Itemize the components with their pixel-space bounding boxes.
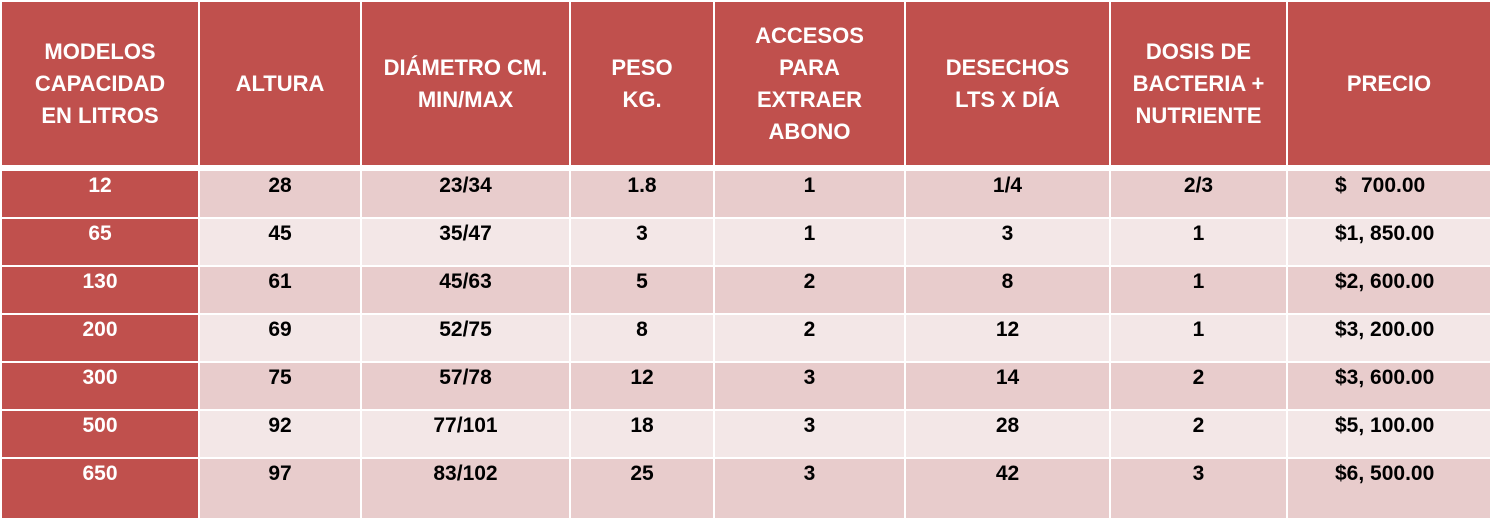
header-line: DESECHOS bbox=[945, 54, 1070, 80]
accesos-cell: 1 bbox=[713, 165, 906, 219]
model-cell: 12 bbox=[0, 165, 200, 219]
header-line: MODELOS bbox=[44, 38, 156, 64]
table-row: 650 97 83/102 25 3 42 3 $6, 500.00 bbox=[0, 457, 1492, 520]
dosis-cell: 2 bbox=[1109, 409, 1288, 459]
header-dosis: DOSIS DE BACTERIA + NUTRIENTE bbox=[1109, 0, 1288, 169]
model-cell: 650 bbox=[0, 457, 200, 520]
diametro-cell: 52/75 bbox=[360, 313, 571, 363]
accesos-cell: 3 bbox=[713, 457, 906, 520]
dosis-cell: 1 bbox=[1109, 265, 1288, 315]
peso-cell: 1.8 bbox=[569, 165, 715, 219]
accesos-cell: 3 bbox=[713, 409, 906, 459]
desechos-cell: 1/4 bbox=[904, 165, 1111, 219]
header-line: PRECIO bbox=[1346, 70, 1432, 96]
peso-cell: 18 bbox=[569, 409, 715, 459]
diametro-cell: 77/101 bbox=[360, 409, 571, 459]
table-row: 200 69 52/75 8 2 12 1 $3, 200.00 bbox=[0, 313, 1492, 363]
header-line: BACTERIA + bbox=[1132, 70, 1265, 96]
desechos-cell: 14 bbox=[904, 361, 1111, 411]
header-line: KG. bbox=[622, 86, 662, 112]
diametro-cell: 35/47 bbox=[360, 217, 571, 267]
header-desechos: DESECHOS LTS X DÍA bbox=[904, 0, 1111, 169]
header-line: CAPACIDAD bbox=[34, 70, 166, 96]
precio-cell: $3, 200.00 bbox=[1286, 313, 1492, 363]
dosis-cell: 2/3 bbox=[1109, 165, 1288, 219]
altura-cell: 75 bbox=[198, 361, 362, 411]
table-row: 65 45 35/47 3 1 3 1 $1, 850.00 bbox=[0, 217, 1492, 267]
header-line: MIN/MAX bbox=[417, 86, 514, 112]
diametro-cell: 45/63 bbox=[360, 265, 571, 315]
peso-cell: 8 bbox=[569, 313, 715, 363]
altura-cell: 97 bbox=[198, 457, 362, 520]
diametro-cell: 23/34 bbox=[360, 165, 571, 219]
dosis-cell: 3 bbox=[1109, 457, 1288, 520]
desechos-cell: 3 bbox=[904, 217, 1111, 267]
altura-cell: 45 bbox=[198, 217, 362, 267]
header-diametro: DIÁMETRO CM. MIN/MAX bbox=[360, 0, 571, 169]
header-line: DOSIS DE bbox=[1145, 38, 1252, 64]
header-row: MODELOS CAPACIDAD EN LITROS ALTURA DIÁME… bbox=[0, 0, 1492, 169]
header-line: ACCESOS bbox=[755, 22, 864, 48]
price-amount: 700.00 bbox=[1361, 174, 1426, 197]
table-row: 12 28 23/34 1.8 1 1/4 2/3 $700.00 bbox=[0, 165, 1492, 219]
peso-cell: 3 bbox=[569, 217, 715, 267]
header-accesos: ACCESOS PARA EXTRAER ABONO bbox=[713, 0, 906, 169]
desechos-cell: 12 bbox=[904, 313, 1111, 363]
accesos-cell: 2 bbox=[713, 313, 906, 363]
accesos-cell: 1 bbox=[713, 217, 906, 267]
price-symbol: $ bbox=[1335, 174, 1347, 197]
accesos-cell: 2 bbox=[713, 265, 906, 315]
peso-cell: 5 bbox=[569, 265, 715, 315]
diametro-cell: 57/78 bbox=[360, 361, 571, 411]
peso-cell: 12 bbox=[569, 361, 715, 411]
altura-cell: 92 bbox=[198, 409, 362, 459]
desechos-cell: 42 bbox=[904, 457, 1111, 520]
dosis-cell: 1 bbox=[1109, 313, 1288, 363]
precio-cell: $6, 500.00 bbox=[1286, 457, 1492, 520]
header-peso: PESO KG. bbox=[569, 0, 715, 169]
table-row: 130 61 45/63 5 2 8 1 $2, 600.00 bbox=[0, 265, 1492, 315]
dosis-cell: 1 bbox=[1109, 217, 1288, 267]
precio-cell: $5, 100.00 bbox=[1286, 409, 1492, 459]
dosis-cell: 2 bbox=[1109, 361, 1288, 411]
header-line: PARA bbox=[779, 54, 840, 80]
header-line: EXTRAER bbox=[756, 86, 863, 112]
accesos-cell: 3 bbox=[713, 361, 906, 411]
altura-cell: 69 bbox=[198, 313, 362, 363]
table-row: 300 75 57/78 12 3 14 2 $3, 600.00 bbox=[0, 361, 1492, 411]
model-cell: 130 bbox=[0, 265, 200, 315]
table-row: 500 92 77/101 18 3 28 2 $5, 100.00 bbox=[0, 409, 1492, 459]
precio-cell: $1, 850.00 bbox=[1286, 217, 1492, 267]
header-line: PESO bbox=[611, 54, 673, 80]
header-precio: PRECIO bbox=[1286, 0, 1492, 169]
header-line: NUTRIENTE bbox=[1135, 102, 1262, 128]
header-modelos: MODELOS CAPACIDAD EN LITROS bbox=[0, 0, 200, 169]
header-line: LTS X DÍA bbox=[955, 86, 1060, 112]
precio-cell: $2, 600.00 bbox=[1286, 265, 1492, 315]
header-altura: ALTURA bbox=[198, 0, 362, 169]
header-line: ALTURA bbox=[235, 70, 325, 96]
model-cell: 500 bbox=[0, 409, 200, 459]
precio-cell: $700.00 bbox=[1286, 165, 1492, 219]
altura-cell: 61 bbox=[198, 265, 362, 315]
model-cell: 200 bbox=[0, 313, 200, 363]
peso-cell: 25 bbox=[569, 457, 715, 520]
altura-cell: 28 bbox=[198, 165, 362, 219]
header-line: EN LITROS bbox=[41, 102, 159, 128]
desechos-cell: 8 bbox=[904, 265, 1111, 315]
diametro-cell: 83/102 bbox=[360, 457, 571, 520]
desechos-cell: 28 bbox=[904, 409, 1111, 459]
precio-cell: $3, 600.00 bbox=[1286, 361, 1492, 411]
model-cell: 65 bbox=[0, 217, 200, 267]
header-line: ABONO bbox=[768, 118, 851, 144]
header-line: DIÁMETRO CM. bbox=[383, 54, 548, 80]
model-cell: 300 bbox=[0, 361, 200, 411]
